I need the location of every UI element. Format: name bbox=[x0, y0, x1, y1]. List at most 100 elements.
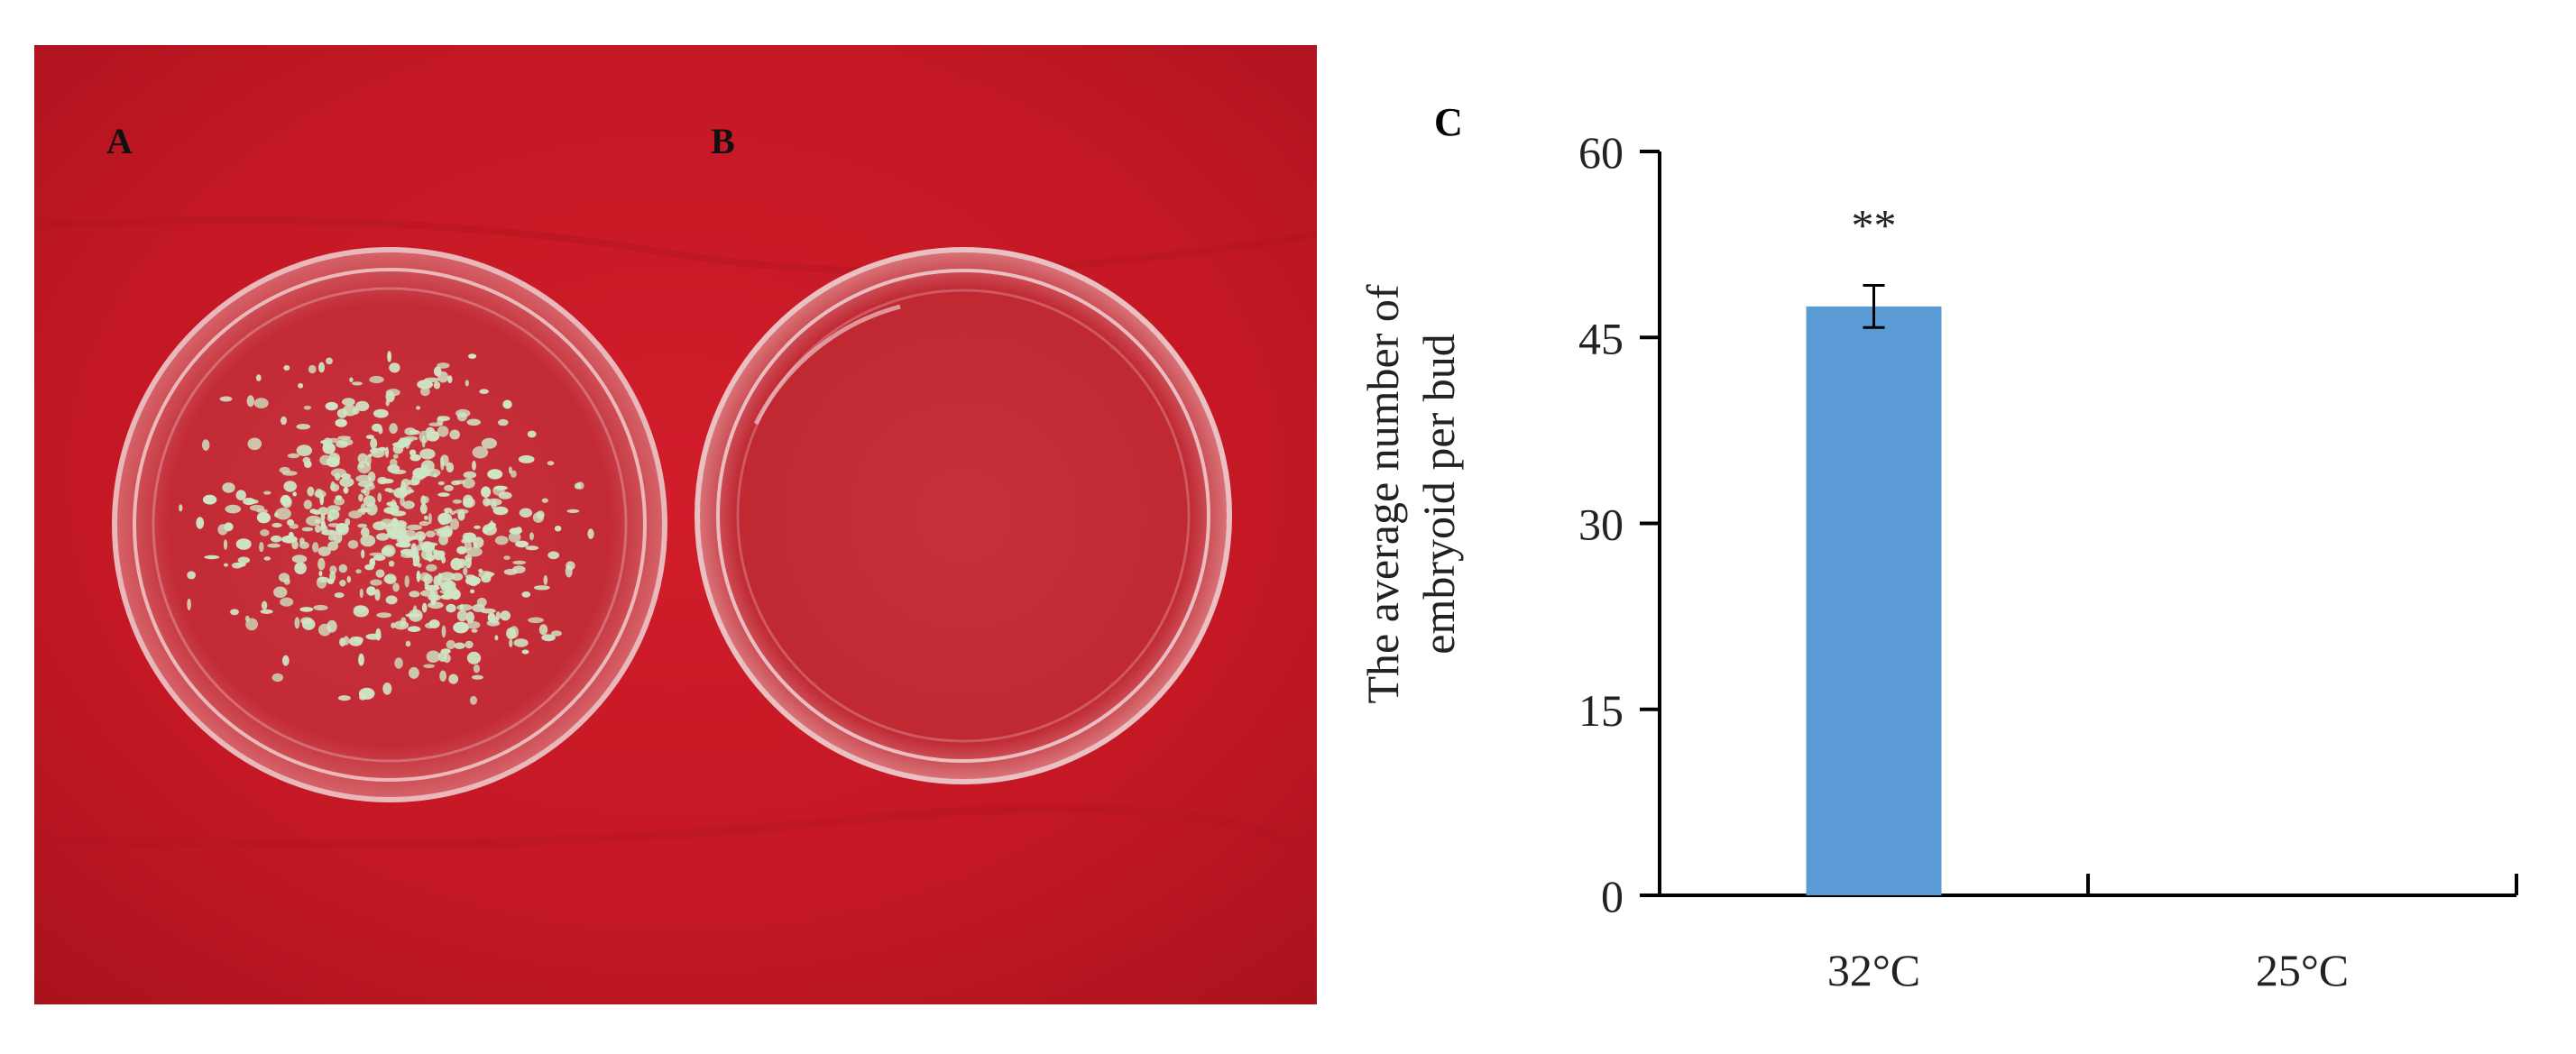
embryoid-speck bbox=[587, 528, 594, 539]
embryoid-speck bbox=[533, 585, 550, 591]
embryoid-speck bbox=[378, 426, 383, 435]
embryoid-speck bbox=[378, 446, 386, 452]
embryoid-speck bbox=[525, 545, 539, 551]
embryoid-speck bbox=[521, 649, 529, 655]
embryoid-speck bbox=[326, 357, 333, 365]
embryoid-speck bbox=[248, 499, 259, 504]
embryoid-speck bbox=[267, 543, 281, 548]
embryoid-speck bbox=[408, 609, 423, 622]
embryoid-speck bbox=[360, 527, 370, 537]
embryoid-speck bbox=[314, 525, 322, 533]
embryoid-speck bbox=[424, 515, 428, 520]
embryoid-speck bbox=[473, 536, 484, 548]
embryoid-speck bbox=[317, 507, 329, 516]
embryoid-speck bbox=[471, 674, 483, 680]
embryoid-speck bbox=[383, 507, 399, 515]
embryoid-speck bbox=[359, 693, 367, 701]
embryoid-speck bbox=[336, 440, 348, 448]
embryoid-speck bbox=[292, 491, 298, 497]
embryoid-speck bbox=[439, 670, 446, 682]
embryoid-speck bbox=[400, 481, 407, 493]
embryoid-speck bbox=[445, 509, 449, 516]
embryoid-speck bbox=[357, 523, 368, 528]
embryoid-speck bbox=[528, 617, 544, 624]
petri-dish-a bbox=[112, 247, 667, 802]
embryoid-speck bbox=[419, 448, 436, 460]
embryoid-speck bbox=[486, 498, 502, 507]
embryoid-speck bbox=[409, 591, 420, 598]
embryoid-speck bbox=[405, 550, 417, 557]
embryoid-speck bbox=[179, 504, 183, 512]
embryoid-speck bbox=[449, 429, 461, 440]
embryoid-speck bbox=[498, 491, 512, 500]
embryoid-speck bbox=[338, 695, 351, 701]
embryoid-speck bbox=[426, 564, 437, 572]
embryoid-speck bbox=[330, 481, 336, 491]
embryoid-speck bbox=[420, 460, 435, 472]
embryoid-speck bbox=[360, 489, 367, 494]
embryoid-speck bbox=[373, 554, 386, 561]
embryoid-speck bbox=[273, 586, 288, 599]
embryoid-speck bbox=[465, 640, 474, 649]
embryoid-speck bbox=[201, 439, 210, 451]
y-axis-label-line2: embryoid per bud bbox=[1413, 334, 1464, 654]
embryoid-speck bbox=[320, 513, 326, 522]
embryoid-speck bbox=[456, 604, 473, 611]
embryoid-speck bbox=[451, 480, 461, 486]
embryoid-speck bbox=[336, 408, 347, 418]
embryoid-speck bbox=[433, 380, 441, 390]
embryoid-speck bbox=[260, 609, 273, 614]
chart-panel: C The average number of embryoid per bud… bbox=[1317, 0, 2576, 1049]
embryoid-speck bbox=[455, 408, 471, 417]
embryoid-speck bbox=[512, 560, 527, 565]
embryoid-speck bbox=[482, 524, 497, 536]
embryoid-speck bbox=[219, 396, 233, 402]
embryoid-speck bbox=[376, 533, 390, 541]
embryoid-speck bbox=[472, 460, 476, 471]
embryoid-speck bbox=[423, 573, 433, 584]
embryoid-speck bbox=[303, 405, 312, 410]
embryoid-speck bbox=[463, 532, 477, 543]
embryoid-speck bbox=[551, 630, 562, 637]
y-tick-label: 30 bbox=[1578, 500, 1624, 550]
embryoid-speck bbox=[515, 527, 522, 534]
embryoid-speck bbox=[355, 400, 370, 412]
embryoid-speck bbox=[425, 622, 436, 629]
embryoid-speck bbox=[343, 636, 350, 646]
embryoid-speck bbox=[481, 486, 492, 498]
embryoid-speck bbox=[325, 401, 338, 411]
petri-dish-b bbox=[695, 247, 1232, 784]
embryoid-speck bbox=[426, 426, 435, 435]
embryoid-speck bbox=[301, 527, 314, 532]
embryoid-speck bbox=[271, 673, 284, 683]
embryoid-speck bbox=[400, 617, 407, 625]
embryoid-speck bbox=[437, 426, 449, 437]
embryoid-speck bbox=[253, 398, 269, 408]
embryoid-speck bbox=[370, 448, 379, 454]
embryoid-speck bbox=[409, 454, 421, 462]
embryoid-speck bbox=[479, 389, 489, 395]
embryoid-speck bbox=[342, 398, 355, 407]
embryoid-speck bbox=[329, 571, 336, 582]
embryoid-speck bbox=[476, 597, 487, 608]
bar-0 bbox=[1806, 306, 1942, 895]
embryoid-speck bbox=[424, 377, 439, 382]
embryoid-speck bbox=[515, 540, 529, 548]
embryoid-speck bbox=[256, 512, 271, 524]
panel-label-b: B bbox=[711, 121, 735, 161]
embryoid-speck bbox=[365, 435, 374, 439]
embryoid-speck bbox=[320, 520, 327, 531]
embryoid-speck bbox=[260, 529, 270, 536]
embryoid-speck bbox=[235, 490, 246, 500]
embryoid-speck bbox=[402, 500, 415, 509]
embryoid-speck bbox=[423, 664, 435, 669]
embryoid-speck bbox=[329, 565, 337, 574]
embryoid-speck bbox=[317, 557, 326, 571]
embryoid-speck bbox=[385, 389, 400, 397]
embryoid-speck bbox=[437, 416, 451, 422]
embryoid-speck bbox=[543, 574, 548, 586]
embryoid-speck bbox=[473, 664, 480, 674]
embryoid-speck bbox=[291, 554, 308, 564]
embryoid-speck bbox=[428, 554, 433, 563]
embryoid-speck bbox=[279, 466, 290, 473]
